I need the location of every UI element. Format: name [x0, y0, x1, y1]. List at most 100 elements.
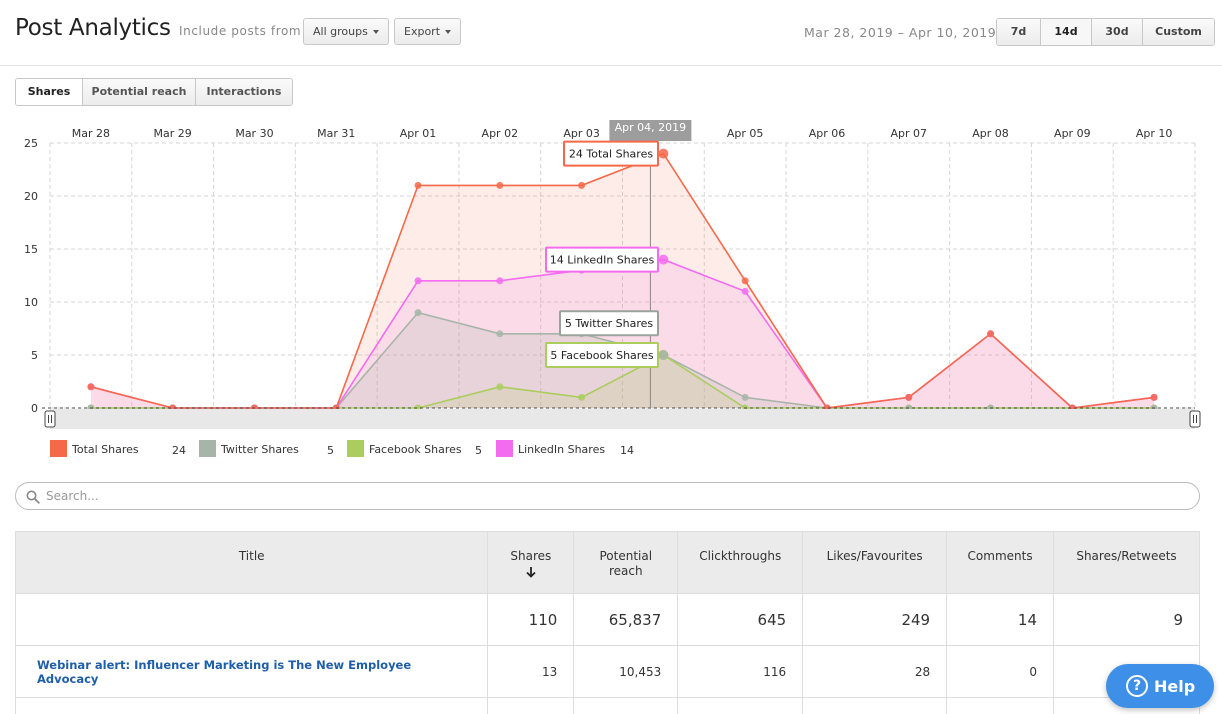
column-potential-reach[interactable]: Potential reach — [573, 531, 679, 594]
series-area — [90, 355, 1155, 408]
tab-potential-reach[interactable]: Potential reach — [83, 79, 196, 105]
legend-swatch — [50, 440, 67, 457]
data-point — [496, 330, 504, 338]
groups-dropdown[interactable]: All groups — [303, 18, 389, 45]
column-label: Title — [238, 549, 265, 563]
help-button[interactable]: ? Help — [1106, 664, 1214, 708]
x-tick-label: Apr 08 — [972, 127, 1009, 140]
tooltip-box — [545, 246, 659, 273]
column-likes-favourites[interactable]: Likes/Favourites — [802, 531, 948, 594]
table-cell: 116 — [677, 645, 804, 698]
table-cell — [573, 697, 679, 714]
data-point — [414, 181, 422, 189]
data-point — [496, 383, 504, 391]
posts-table: Title Shares Potential reach Clickthrough… — [14, 531, 1200, 714]
data-point — [741, 393, 749, 401]
table-cell — [487, 697, 575, 714]
column-label: Shares — [510, 549, 552, 563]
totals-cell: 14 — [946, 593, 1055, 646]
data-point — [741, 277, 749, 285]
series-line — [90, 152, 1155, 409]
data-point — [414, 309, 422, 317]
y-tick-label: 0 — [31, 402, 38, 415]
data-point — [496, 277, 504, 285]
totals-row: 110 65,837 645 249 14 9 — [14, 593, 1200, 646]
x-tick-label: Mar 31 — [317, 127, 355, 140]
tooltip-label: 24 Total Shares — [569, 148, 653, 161]
help-label: Help — [1154, 677, 1196, 696]
totals-cell — [14, 593, 489, 646]
y-tick-label: 10 — [24, 296, 38, 309]
table-cell — [802, 697, 948, 714]
x-tick-label: Apr 09 — [1054, 127, 1091, 140]
column-label: Clickthroughs — [699, 549, 782, 563]
arrow-down-icon — [526, 567, 536, 578]
tab-interactions[interactable]: Interactions — [196, 79, 292, 105]
column-comments[interactable]: Comments — [946, 531, 1055, 594]
metric-tabs: Shares Potential reach Interactions — [15, 78, 293, 106]
search-input[interactable] — [46, 485, 1186, 507]
post-title-link[interactable]: Webinar alert: Influencer Marketing is T… — [37, 657, 412, 686]
caret-down-icon — [445, 30, 452, 34]
legend-swatch — [199, 440, 216, 457]
y-tick-label: 15 — [24, 243, 38, 256]
caret-down-icon — [372, 30, 379, 34]
x-tick-label: Apr 06 — [809, 127, 846, 140]
column-shares-retweets[interactable]: Shares/Retweets — [1053, 531, 1200, 594]
shares-chart: 0 5 10 15 20 25 Mar 28 Mar 29 Mar 30 Mar 31 Apr 01… — [24, 120, 1201, 429]
search-icon — [26, 490, 40, 504]
column-title[interactable]: Title — [14, 531, 489, 594]
legend-swatch — [347, 440, 364, 457]
y-tick-label: 5 — [31, 349, 38, 362]
post-title-cell: Webinar alert: Influencer Marketing is T… — [14, 645, 489, 698]
data-point — [741, 287, 749, 295]
tooltip-label: 5 Facebook Shares — [550, 349, 653, 362]
date-range-text: Mar 28, 2019 – Apr 10, 2019 — [804, 25, 997, 40]
hover-date-label: Apr 04, 2019 — [615, 121, 687, 134]
table-cell: 0 — [946, 645, 1055, 698]
range-14d-button[interactable]: 14d — [1041, 19, 1092, 45]
legend-value: 14 — [620, 444, 634, 457]
page-title: Post Analytics — [15, 15, 171, 41]
column-label: Comments — [967, 549, 1033, 563]
column-label: Potential — [599, 549, 653, 563]
column-shares[interactable]: Shares — [487, 531, 575, 594]
tooltip-box — [559, 310, 659, 337]
tab-shares[interactable]: Shares — [16, 79, 83, 105]
column-label: Shares/Retweets — [1076, 549, 1177, 563]
include-posts-label: Include posts from — [179, 24, 302, 38]
column-clickthroughs[interactable]: Clickthroughs — [677, 531, 804, 594]
legend-swatch — [496, 440, 513, 457]
hover-date-badge — [609, 120, 692, 141]
data-point — [1150, 393, 1158, 401]
x-tick-label: Mar 30 — [235, 127, 273, 140]
totals-cell: 9 — [1053, 593, 1200, 646]
table-cell: 13 — [487, 645, 575, 698]
range-30d-button[interactable]: 30d — [1092, 19, 1143, 45]
x-tick-label: Mar 28 — [72, 127, 110, 140]
data-point — [987, 330, 995, 338]
data-point — [905, 393, 913, 401]
navigator-handle — [1189, 410, 1201, 428]
x-tick-label: Apr 03 — [563, 127, 600, 140]
groups-dropdown-label: All groups — [313, 25, 368, 38]
data-point — [578, 181, 586, 189]
search-bar — [15, 482, 1200, 510]
range-7d-button[interactable]: 7d — [997, 19, 1041, 45]
table-cell: 10,453 — [573, 645, 679, 698]
export-dropdown[interactable]: Export — [394, 18, 462, 45]
table-cell — [946, 697, 1055, 714]
data-point — [87, 383, 95, 391]
tooltip-label: 5 Twitter Shares — [565, 317, 654, 330]
range-custom-button[interactable]: Custom — [1143, 19, 1214, 45]
tooltip-box — [563, 140, 659, 167]
export-dropdown-label: Export — [404, 25, 441, 38]
data-point — [658, 148, 669, 159]
y-tick-label: 25 — [24, 137, 38, 150]
tooltip-box — [545, 342, 659, 368]
table-cell — [677, 697, 804, 714]
navigator-handle — [44, 410, 56, 428]
legend-name: LinkedIn Shares — [518, 443, 606, 456]
table-row: Webinar alert: Influencer Marketing is T… — [14, 645, 1200, 698]
legend-name: Facebook Shares — [369, 443, 462, 456]
